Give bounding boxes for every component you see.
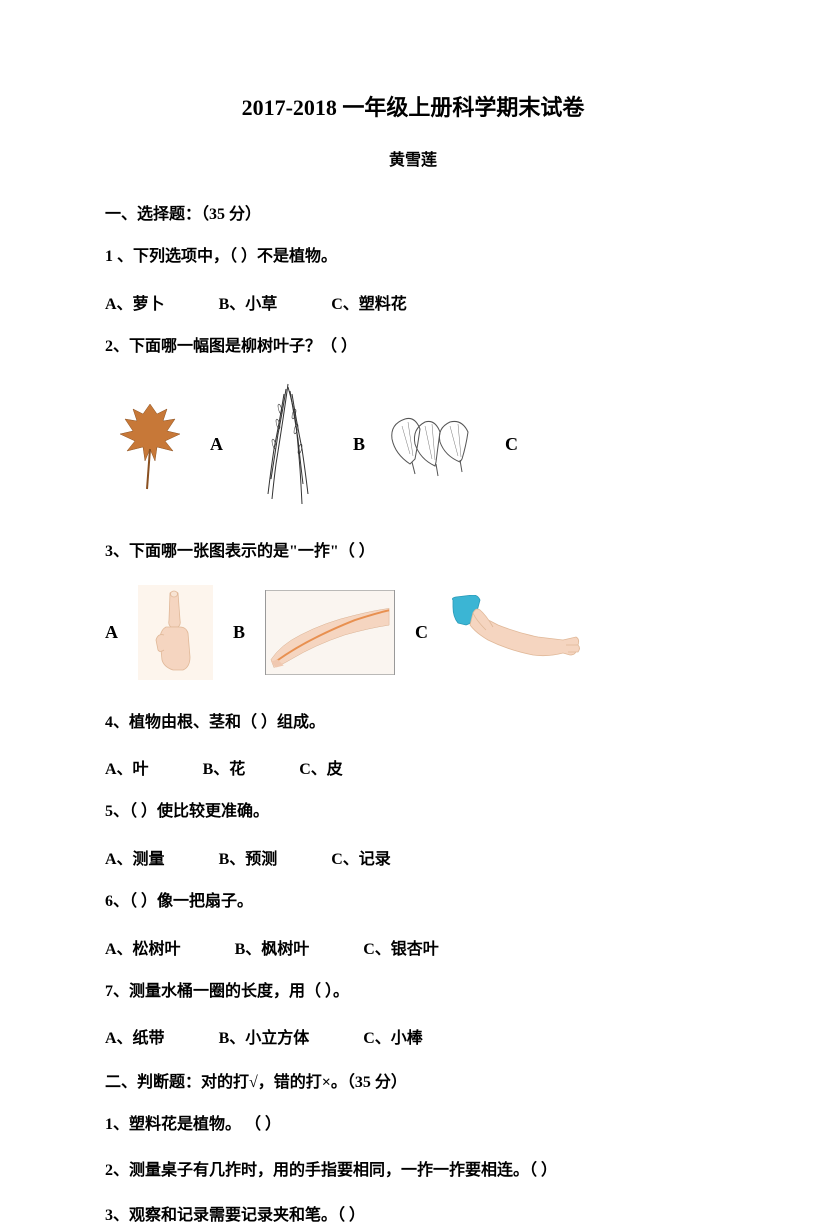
q6-options: A、松树叶 B、枫树叶 C、银杏叶	[105, 935, 721, 959]
q2-images: A B	[105, 379, 721, 509]
q7-text: 7、测量水桶一圈的长度，用（ ）。	[105, 979, 721, 1005]
q2-labelA: A	[210, 434, 223, 455]
willow-leaf-image	[238, 379, 338, 509]
q1-options: A、萝卜 B、小草 C、塑料花	[105, 290, 721, 314]
q1-optC: C、塑料花	[331, 290, 407, 314]
finger-image	[138, 585, 213, 680]
q5-optB: B、预测	[219, 845, 278, 869]
q3-labelA: A	[105, 622, 118, 643]
q1-optA: A、萝卜	[105, 290, 165, 314]
q2-labelC: C	[505, 434, 518, 455]
q5-options: A、测量 B、预测 C、记录	[105, 845, 721, 869]
section2-header: 二、判断题：对的打√，错的打×。（35 分）	[105, 1068, 721, 1092]
s2-q1: 1、塑料花是植物。 （ ）	[105, 1112, 721, 1138]
section1-header: 一、选择题：（35 分）	[105, 200, 721, 224]
q2-text: 2、下面哪一幅图是柳树叶子？（ ）	[105, 334, 721, 360]
q4-text: 4、植物由根、茎和（ ）组成。	[105, 710, 721, 736]
q3-images: A B C	[105, 585, 721, 680]
q5-optA: A、测量	[105, 845, 165, 869]
exam-title: 2017-2018 一年级上册科学期末试卷	[105, 90, 721, 122]
q7-optB: B、小立方体	[219, 1024, 310, 1048]
ginkgo-leaf-image	[380, 404, 490, 484]
hand-span-image	[448, 595, 583, 670]
exam-author: 黄雪莲	[105, 146, 721, 170]
q7-optA: A、纸带	[105, 1024, 165, 1048]
maple-leaf-image	[105, 389, 195, 499]
s2-q2: 2、测量桌子有几拃时，用的手指要相同，一拃一拃要相连。（ ）	[105, 1158, 721, 1184]
s2-q3: 3、观察和记录需要记录夹和笔。（ ）	[105, 1203, 721, 1229]
q7-options: A、纸带 B、小立方体 C、小棒	[105, 1024, 721, 1048]
q1-text: 1 、下列选项中，（ ）不是植物。	[105, 244, 721, 270]
q5-text: 5、（ ）使比较更准确。	[105, 799, 721, 825]
q6-optC: C、银杏叶	[363, 935, 439, 959]
q4-optB: B、花	[203, 755, 246, 779]
q4-options: A、叶 B、花 C、皮	[105, 755, 721, 779]
arm-image	[265, 590, 395, 675]
q7-optC: C、小棒	[363, 1024, 423, 1048]
q3-text: 3、下面哪一张图表示的是"一拃"（ ）	[105, 539, 721, 565]
q6-optA: A、松树叶	[105, 935, 181, 959]
q4-optA: A、叶	[105, 755, 149, 779]
q3-labelB: B	[233, 622, 245, 643]
q5-optC: C、记录	[331, 845, 391, 869]
q1-optB: B、小草	[219, 290, 278, 314]
q2-labelB: B	[353, 434, 365, 455]
q6-text: 6、（ ）像一把扇子。	[105, 889, 721, 915]
q6-optB: B、枫树叶	[235, 935, 310, 959]
q3-labelC: C	[415, 622, 428, 643]
q4-optC: C、皮	[299, 755, 343, 779]
